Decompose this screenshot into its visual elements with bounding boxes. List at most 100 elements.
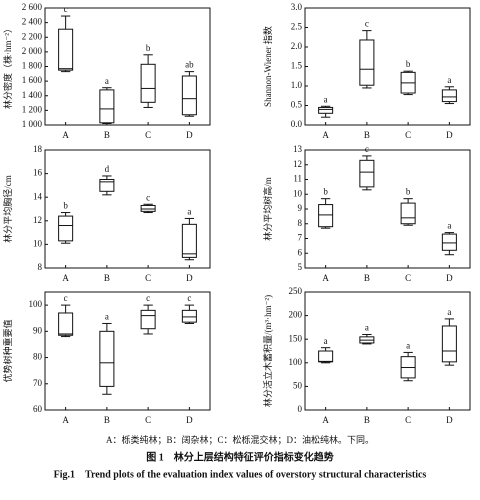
significance-letter: c — [365, 19, 369, 29]
box — [318, 350, 334, 363]
box — [140, 63, 156, 103]
significance-letter: c — [64, 293, 68, 303]
x-tick-label: C — [405, 130, 411, 140]
box — [58, 28, 74, 71]
y-tick-label: 16 — [33, 168, 43, 178]
y-tick-label: 12 — [33, 215, 42, 225]
significance-letter: b — [406, 187, 411, 197]
plot-frame — [304, 291, 471, 411]
y-tick-label: 60 — [33, 404, 43, 414]
box — [58, 215, 74, 242]
x-tick-label: C — [145, 415, 151, 425]
significance-letter: a — [105, 312, 109, 322]
x-tick-label: C — [405, 273, 411, 283]
y-tick-label: 11 — [293, 174, 302, 184]
x-tick-label: C — [405, 415, 411, 425]
y-tick-label: 0.5 — [291, 100, 303, 110]
box — [181, 75, 197, 116]
x-tick-label: B — [364, 273, 370, 283]
y-tick-label: 1 600 — [22, 75, 43, 85]
x-tick-label: D — [186, 130, 193, 140]
y-tick-label: 200 — [289, 310, 303, 320]
x-tick-label: A — [62, 273, 69, 283]
significance-letter: b — [323, 187, 328, 197]
x-tick-label: B — [104, 273, 110, 283]
x-tick-label: A — [322, 415, 329, 425]
box — [99, 330, 115, 387]
y-tick-label: 150 — [289, 333, 303, 343]
y-axis-label: 林分活立木蓄积量/(m³·hm⁻²) — [262, 295, 273, 407]
significance-letter: c — [146, 293, 150, 303]
box — [58, 312, 74, 336]
x-tick-label: B — [364, 415, 370, 425]
x-tick-label: C — [145, 130, 151, 140]
x-tick-label: D — [446, 273, 453, 283]
x-tick-label: C — [145, 273, 151, 283]
box — [318, 106, 334, 114]
significance-letter: ab — [185, 60, 194, 70]
significance-letter: a — [406, 340, 410, 350]
y-tick-label: 8 — [38, 262, 43, 272]
y-tick-label: 0.0 — [291, 119, 303, 129]
caption-title-en: Fig.1 Trend plots of the evaluation inde… — [54, 469, 427, 480]
significance-letter: a — [447, 75, 451, 85]
y-tick-label: 100 — [29, 299, 43, 309]
y-axis-label: 林分密度（株·hm⁻²） — [2, 24, 13, 109]
y-tick-label: 2.0 — [291, 41, 303, 51]
y-axis-label: 优势树种重要值 — [2, 319, 13, 382]
y-tick-label: 250 — [289, 286, 303, 296]
y-axis-label: 林分平均胸径/cm — [2, 175, 13, 243]
significance-letter: c — [187, 293, 191, 303]
x-tick-label: D — [446, 415, 453, 425]
y-tick-label: 13 — [293, 144, 303, 154]
caption-note: A：栎类纯林；B：阔杂林；C：松栎混交林；D：油松纯林。下同。 — [106, 434, 374, 445]
significance-letter: a — [324, 336, 328, 346]
significance-letter: c — [146, 192, 150, 202]
x-tick-label: A — [62, 130, 69, 140]
box — [441, 89, 457, 103]
y-tick-label: 8 — [298, 218, 303, 228]
x-tick-label: B — [364, 130, 370, 140]
significance-letter: a — [447, 307, 451, 317]
x-tick-label: D — [186, 415, 193, 425]
y-tick-label: 1 800 — [22, 61, 43, 71]
x-tick-label: A — [322, 130, 329, 140]
box — [441, 325, 457, 363]
significance-letter: c — [365, 144, 369, 154]
x-tick-label: D — [446, 130, 453, 140]
box — [400, 202, 416, 225]
x-tick-label: A — [322, 273, 329, 283]
y-tick-label: 14 — [33, 191, 43, 201]
y-tick-label: 12 — [293, 159, 302, 169]
box — [181, 309, 197, 323]
box — [359, 39, 375, 86]
significance-letter: b — [406, 59, 411, 69]
y-tick-label: 2 200 — [22, 31, 43, 41]
y-tick-label: 100 — [289, 357, 303, 367]
box — [318, 204, 334, 228]
y-tick-label: 80 — [33, 352, 43, 362]
x-tick-label: B — [104, 415, 110, 425]
y-tick-label: 3.0 — [291, 2, 303, 12]
y-tick-label: 5 — [298, 262, 303, 272]
y-tick-label: 6 — [298, 247, 303, 257]
box — [181, 223, 197, 258]
y-tick-label: 1.0 — [291, 80, 303, 90]
plot-frame — [44, 149, 211, 269]
y-tick-label: 1.5 — [291, 61, 303, 71]
significance-letter: b — [63, 201, 68, 211]
box — [99, 89, 115, 124]
y-tick-label: 0 — [298, 404, 303, 414]
significance-letter: b — [146, 43, 151, 53]
caption-title-cn: 图 1 林分上层结构特征评价指标变化趋势 — [146, 450, 334, 463]
box — [441, 233, 457, 251]
box — [140, 309, 156, 330]
y-tick-label: 2 600 — [22, 2, 43, 12]
y-tick-label: 70 — [33, 378, 43, 388]
plot-frame — [44, 291, 211, 411]
y-tick-label: 7 — [298, 233, 303, 243]
significance-letter: a — [447, 221, 451, 231]
significance-letter: c — [64, 4, 68, 14]
